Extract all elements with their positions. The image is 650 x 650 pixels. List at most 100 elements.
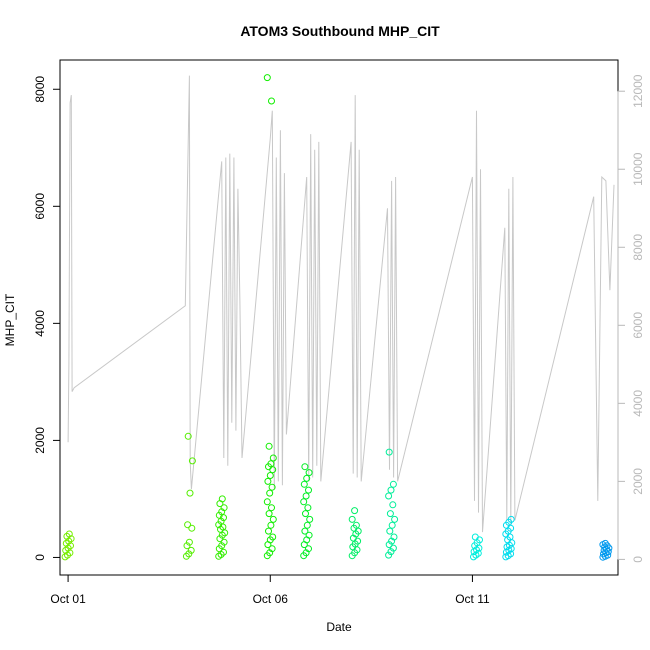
- data-point: [385, 448, 393, 456]
- data-point: [266, 472, 274, 479]
- data-point: [265, 442, 273, 450]
- data-point: [303, 474, 311, 482]
- data-point: [265, 527, 272, 535]
- data-point: [305, 531, 313, 539]
- data-point: [352, 521, 360, 529]
- x-tick-label: Oct 01: [50, 592, 86, 606]
- data-point: [67, 535, 75, 543]
- data-point: [305, 469, 313, 477]
- data-point: [186, 489, 194, 497]
- y2-tick-label: 10000: [631, 152, 645, 186]
- data-point: [268, 97, 275, 105]
- data-point: [220, 548, 227, 556]
- data-point: [301, 463, 309, 471]
- points-layer: [61, 74, 613, 561]
- y2-tick-label: 12000: [631, 74, 645, 108]
- y2-tick-label: 6000: [631, 312, 645, 339]
- data-point: [64, 551, 71, 559]
- data-point: [267, 521, 275, 529]
- data-point: [215, 511, 223, 519]
- y-tick-label: 4000: [33, 310, 47, 337]
- data-point: [265, 510, 273, 518]
- data-point: [220, 538, 228, 546]
- data-point: [601, 539, 609, 547]
- secondary-series-line: [67, 75, 615, 533]
- data-point: [267, 460, 275, 468]
- data-point: [389, 480, 397, 488]
- data-point: [184, 432, 192, 440]
- data-point: [306, 515, 314, 523]
- data-point: [64, 544, 72, 552]
- data-point: [300, 480, 308, 488]
- data-point: [389, 544, 397, 552]
- data-point: [474, 549, 482, 557]
- data-point: [507, 515, 515, 523]
- y-axis-label: MHP_CIT: [3, 293, 17, 346]
- data-point: [183, 542, 191, 550]
- data-point: [387, 486, 395, 494]
- data-point: [386, 527, 394, 535]
- data-point: [63, 532, 71, 540]
- data-point: [385, 551, 393, 559]
- data-point: [218, 495, 226, 503]
- data-point: [388, 521, 396, 529]
- data-point: [305, 486, 312, 494]
- data-point: [269, 454, 277, 462]
- data-point: [304, 504, 312, 512]
- data-point: [387, 548, 395, 556]
- plot-frame: [59, 59, 619, 576]
- data-point: [217, 525, 224, 533]
- data-point: [302, 510, 309, 518]
- y2-tick-label: 4000: [631, 390, 645, 417]
- y-tick-label: 8000: [33, 76, 47, 103]
- data-point: [65, 537, 73, 545]
- y-tick-label: 2000: [33, 427, 47, 454]
- data-point: [218, 542, 226, 550]
- x-tick-label: Oct 06: [253, 592, 289, 606]
- x-axis-label: Date: [326, 620, 352, 634]
- data-point: [188, 457, 196, 465]
- data-point: [269, 533, 277, 541]
- data-point: [390, 533, 398, 541]
- data-point: [264, 477, 272, 485]
- secondary-line-layer: [67, 75, 615, 533]
- data-point: [187, 546, 195, 554]
- data-point: [263, 74, 271, 82]
- x-tick-label: Oct 11: [455, 592, 490, 606]
- data-point: [385, 492, 393, 500]
- data-point: [216, 535, 224, 543]
- data-point: [67, 542, 74, 550]
- data-point: [471, 533, 479, 541]
- data-point: [386, 510, 394, 518]
- data-point: [215, 521, 223, 529]
- data-point: [507, 550, 515, 558]
- x-axis: Oct 01 Oct 06 Oct 11: [50, 574, 490, 606]
- data-point: [300, 498, 308, 506]
- data-point: [348, 515, 356, 523]
- y-tick-label: 6000: [33, 193, 47, 220]
- data-point: [268, 545, 276, 553]
- data-point: [351, 507, 359, 515]
- data-point: [385, 541, 393, 549]
- y-axis-right: 0 2000 4000 6000 8000 10000 12000: [617, 74, 645, 563]
- y-tick-label: 0: [33, 554, 47, 561]
- data-point: [65, 530, 73, 538]
- data-point: [269, 515, 277, 523]
- y2-tick-label: 8000: [631, 234, 645, 261]
- data-point: [182, 552, 190, 560]
- data-point: [301, 527, 309, 535]
- data-point: [263, 498, 271, 506]
- data-point: [302, 492, 310, 500]
- data-point: [305, 545, 312, 553]
- data-point: [268, 483, 276, 491]
- data-point: [220, 504, 228, 512]
- data-point: [303, 521, 311, 529]
- data-point: [268, 504, 275, 512]
- data-point: [185, 538, 193, 546]
- chart-title: ATOM3 Southbound MHP_CIT: [240, 23, 440, 39]
- data-point: [184, 521, 192, 529]
- data-point: [389, 501, 397, 509]
- data-point: [391, 515, 399, 523]
- y2-tick-label: 0: [631, 556, 645, 563]
